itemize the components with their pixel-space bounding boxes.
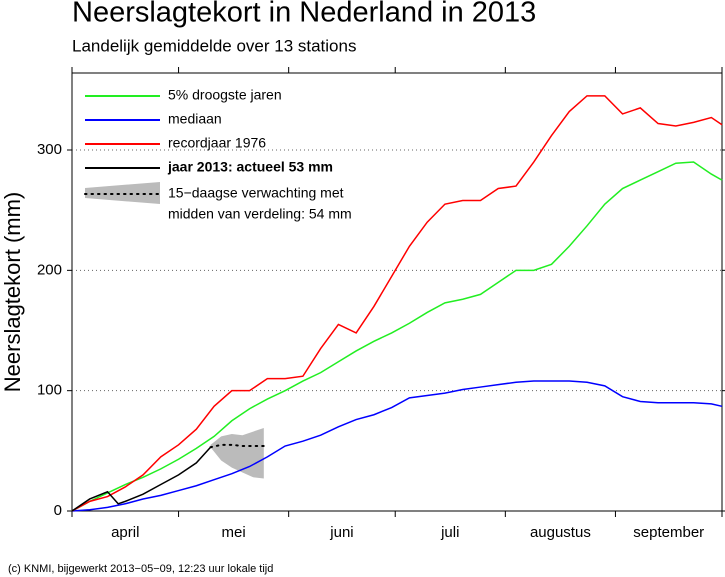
y-axis-label: Neerslagtekort (mm) (0, 192, 25, 392)
legend-label: mediaan (168, 111, 222, 127)
x-tick-label: mei (222, 524, 246, 541)
chart-title: Neerslagtekort in Nederland in 2013 (72, 0, 536, 29)
series-line (71, 446, 212, 512)
y-tick-label: 0 (54, 502, 62, 519)
legend-label: 5% droogste jaren (168, 87, 282, 103)
x-tick-label: juli (440, 524, 459, 541)
y-tick-label: 200 (37, 261, 62, 278)
legend-label: jaar 2013: actueel 53 mm (167, 159, 333, 175)
legend-label: midden van verdeling: 54 mm (168, 206, 352, 222)
series-line (71, 95, 723, 512)
x-tick-label: september (633, 524, 704, 541)
footer: (c) KNMI, bijgewerkt 2013−05−09, 12:23 u… (8, 563, 273, 575)
legend-label: recordjaar 1976 (168, 135, 266, 151)
chart-subtitle: Landelijk gemiddelde over 13 stations (72, 36, 356, 55)
forecast-median (209, 443, 265, 449)
legend-label: 15−daagse verwachting met (168, 185, 344, 201)
x-tick-label: april (111, 524, 139, 541)
plot-frame (71, 72, 723, 512)
x-tick-label: juni (329, 524, 353, 541)
series-line (71, 161, 723, 512)
x-tick-label: augustus (530, 524, 591, 541)
y-tick-label: 100 (37, 382, 62, 399)
legend-swatch (85, 182, 160, 204)
y-tick-label: 300 (37, 141, 62, 158)
series-line (71, 380, 723, 512)
